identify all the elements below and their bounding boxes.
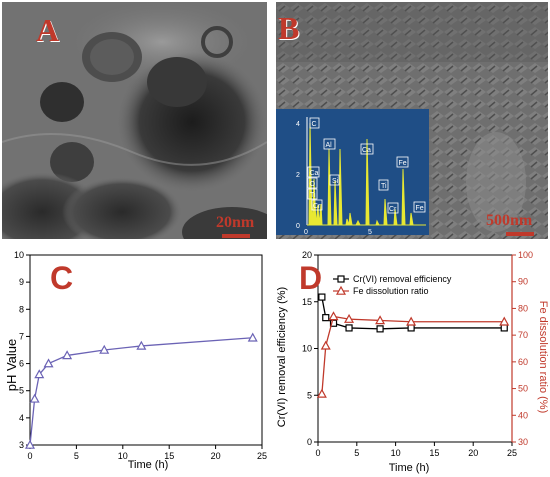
chart-c-x-tick-label: 20 — [211, 451, 221, 461]
chart-d-x-tick-label: 5 — [354, 448, 359, 458]
chart-c-x-tick-label: 10 — [118, 451, 128, 461]
chart-c-x-tick-label: 25 — [257, 451, 267, 461]
chart-c-y-tick-label: 3 — [19, 440, 24, 450]
chart-d-series-0-point — [318, 293, 326, 301]
panel-label-a: A — [36, 12, 60, 48]
chart-d-series-0-point — [376, 325, 384, 333]
eds-peak-label: Fe — [416, 205, 424, 212]
eds-peak-label: O — [310, 181, 316, 188]
chart-d-y2-tick-label: 70 — [518, 330, 528, 340]
eds-peak-label: Cr — [389, 206, 397, 213]
chart-d-y2-tick-label: 30 — [518, 437, 528, 447]
chart-d-y-tick-label: 15 — [302, 297, 312, 307]
chart-d-series-0-point — [407, 324, 415, 332]
eds-peak-label: C — [312, 121, 317, 128]
chart-d-legend-label: Fe dissolution ratio — [353, 286, 429, 296]
chart-c-x-tick-label: 0 — [27, 451, 32, 461]
chart-d-y-tick-label: 0 — [307, 437, 312, 447]
chart-d-series-0-point — [500, 324, 508, 332]
chart-d-x-tick-label: 0 — [315, 448, 320, 458]
panel-label-c: C — [50, 260, 73, 296]
chart-d-y-tick-label: 5 — [307, 390, 312, 400]
chart-c-series-0-point — [43, 358, 54, 368]
eds-spectrum-inset: 4 2 0 0 5 C Ca O Ti Cr Al Si Ca Ti Cr — [276, 109, 429, 235]
eds-peak-label: Ti — [381, 183, 387, 190]
chart-d-y-tick-label: 10 — [302, 344, 312, 354]
tem-micrograph-panel: A 20nm — [2, 2, 267, 239]
eds-peak-label: Fe — [399, 160, 407, 167]
chart-c-series-0-point — [29, 393, 40, 403]
chart-d-legend-label: Cr(VI) removal efficiency — [353, 274, 452, 284]
eds-peak-label: Si — [332, 178, 339, 185]
eds-y-tick: 0 — [296, 223, 300, 230]
chart-d-legend-swatch-marker — [337, 275, 345, 283]
tem-image — [2, 2, 267, 239]
chart-c-series-0-point — [62, 350, 73, 360]
ph-chart: 0 5 10 15 20 25 3 4 5 6 7 8 9 10 C Time (h) pH Value — [4, 250, 267, 471]
eds-y-tick: 4 — [296, 121, 300, 128]
chart-c-plot-frame — [29, 254, 263, 446]
chart-d-series-1-point — [344, 313, 355, 323]
cr-fe-chart: 0 5 10 15 20 25 0 5 10 15 20 30 40 50 60 70 80 90 100 Cr(VI… — [276, 250, 549, 474]
chart-c-series-0-point — [247, 332, 258, 342]
chart-d-x-tick-label: 20 — [468, 448, 478, 458]
panel-label-d: D — [299, 260, 322, 296]
chart-c-y-tick-label: 8 — [19, 304, 24, 314]
chart-c-y-tick-label: 6 — [19, 359, 24, 369]
chart-c-series-0-point — [24, 439, 36, 449]
eds-peak-label: Ti — [310, 192, 316, 199]
eds-x-tick: 0 — [304, 229, 308, 235]
scale-bar-b — [506, 232, 534, 236]
eds-element-labels: C Ca O Ti Cr Al Si Ca Ti Cr Fe Fe — [307, 117, 426, 214]
chart-d-y-axis-title: Cr(VI) removal efficiency (%) — [276, 287, 288, 427]
chart-d-legend-swatch-marker — [335, 285, 347, 295]
chart-c-series-0-point — [99, 344, 110, 354]
chart-d-series-1-point — [375, 315, 386, 325]
chart-d-y2-tick-label: 100 — [518, 250, 533, 260]
chart-d-y2-tick-label: 80 — [518, 303, 528, 313]
chart-d-x-axis-title: Time (h) — [389, 462, 430, 474]
chart-d-series-1-point — [316, 388, 327, 398]
sem-micrograph-panel: B 4 2 0 0 5 C Ca O Ti Cr Al Si Ca — [276, 2, 548, 239]
chart-d-series-1-point — [406, 316, 417, 326]
chart-c-series-0-point — [136, 340, 147, 350]
eds-y-tick: 2 — [296, 172, 300, 179]
chart-d-y2-tick-label: 50 — [518, 384, 528, 394]
chart-c-y-tick-label: 10 — [14, 250, 24, 260]
chart-d-series-0-point — [345, 324, 353, 332]
chart-d-y2-tick-label: 40 — [518, 410, 528, 420]
eds-peak-label: Ca — [362, 147, 371, 154]
chart-c-y-tick-label: 7 — [19, 331, 24, 341]
chart-c-y-tick-label: 9 — [19, 277, 24, 287]
chart-d-y2-tick-label: 90 — [518, 277, 528, 287]
panel-label-b: B — [278, 10, 300, 46]
chart-d-x-tick-label: 15 — [429, 448, 439, 458]
chart-d-x-tick-label: 10 — [391, 448, 401, 458]
eds-peak-label: Ca — [310, 170, 319, 177]
chart-c-series-0-point — [34, 369, 45, 379]
chart-d-series-0-point — [322, 314, 330, 322]
scale-bar-label-a: 20nm — [216, 214, 255, 231]
chart-c-y-tick-label: 4 — [19, 413, 24, 423]
chart-c-series-0-line — [29, 337, 253, 446]
eds-x-tick: 5 — [368, 229, 372, 235]
chart-c-x-axis-title: Time (h) — [128, 459, 169, 471]
scale-bar-label-b: 500nm — [486, 212, 533, 229]
chart-c-y-tick-label: 5 — [19, 386, 24, 396]
chart-c-x-tick-label: 15 — [164, 451, 174, 461]
chart-d-y2-tick-label: 60 — [518, 357, 528, 367]
chart-d-series-1-point — [320, 340, 331, 350]
eds-peak-label: Al — [326, 142, 333, 149]
chart-c-y-axis-title: pH Value — [4, 339, 19, 392]
eds-spectrum-trace — [307, 122, 426, 226]
eds-peak-label: Cr — [313, 203, 321, 210]
chart-d-y2-axis-title: Fe dissolution ratio (%) — [537, 301, 549, 414]
chart-d-series-1-point — [328, 311, 339, 321]
scale-bar-a — [222, 234, 250, 238]
chart-d-y-tick-label: 20 — [302, 250, 312, 260]
chart-d-series-1-point — [499, 316, 510, 326]
chart-d-x-tick-label: 25 — [507, 448, 517, 458]
chart-c-x-tick-label: 5 — [74, 451, 79, 461]
chart-d-series-0-point — [329, 319, 338, 327]
